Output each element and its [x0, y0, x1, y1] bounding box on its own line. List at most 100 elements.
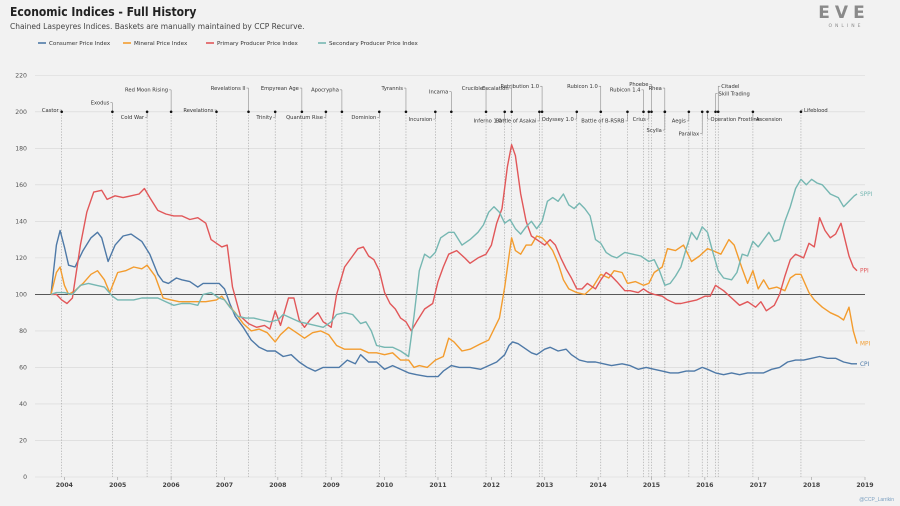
y-tick-label: 160	[15, 182, 27, 189]
event-label: Dominion	[351, 115, 376, 121]
y-tick-label: 180	[15, 145, 27, 152]
x-tick-label: 2015	[643, 482, 660, 489]
event-label: Skill Trading	[719, 91, 750, 97]
event-label: Revelations	[183, 108, 213, 114]
x-tick-label: 2004	[56, 482, 74, 489]
event-dot	[687, 110, 691, 114]
series-end-label: SPPI	[860, 192, 873, 198]
event-dot	[626, 110, 629, 114]
series-line	[50, 235, 858, 369]
x-tick-label: 2016	[696, 482, 713, 489]
event-label: Crucible	[462, 86, 483, 92]
event-label: Retribution 1.0	[500, 84, 539, 90]
event-dot	[340, 110, 344, 114]
event-label: Parallax	[679, 131, 700, 137]
y-tick-label: 40	[19, 401, 27, 408]
event-label: Citadel	[721, 84, 739, 90]
event-label: Battle of Asakai	[496, 119, 537, 125]
event-label: Apocrypha	[311, 88, 339, 94]
y-tick-label: 120	[15, 255, 27, 262]
event-label: Exodus	[91, 100, 110, 106]
event-dot	[145, 110, 149, 114]
event-dot	[215, 110, 218, 114]
x-tick-label: 2014	[590, 482, 608, 489]
event-dot	[434, 110, 437, 114]
event-dot	[510, 110, 513, 114]
event-dot	[751, 110, 755, 114]
event-dot	[169, 110, 173, 114]
event-dot	[450, 110, 453, 114]
event-dot	[247, 110, 250, 114]
event-dot	[60, 110, 63, 114]
legend-label: Consumer Price Index	[49, 41, 111, 47]
chart-title: Economic Indices - Full History	[10, 5, 197, 19]
x-tick-label: 2009	[323, 482, 340, 489]
event-dot	[706, 110, 709, 114]
event-dot	[300, 110, 304, 114]
series-line	[51, 144, 858, 332]
x-tick-label: 2007	[216, 482, 233, 489]
event-label: Ascension	[756, 117, 782, 123]
x-tick-label: 2017	[750, 482, 767, 489]
event-dot	[663, 110, 667, 114]
event-label: Rubicon 1.4	[610, 88, 641, 94]
event-dot	[273, 110, 277, 114]
y-tick-label: 100	[15, 291, 27, 298]
event-dot	[714, 110, 717, 114]
x-tick-label: 2013	[536, 482, 553, 489]
chart-subtitle: Chained Laspeyres Indices. Baskets are m…	[10, 22, 305, 31]
event-dot	[503, 110, 507, 114]
event-dot	[111, 110, 114, 114]
grid-lines	[35, 74, 865, 478]
event-label: Cold War	[121, 115, 145, 121]
event-label: Quantum Rise	[286, 115, 323, 121]
y-tick-label: 140	[15, 218, 27, 225]
legend-label: Secondary Producer Price Index	[329, 41, 418, 47]
event-label: Rhea	[649, 86, 662, 92]
event-dot	[538, 110, 541, 114]
event-label: Castor	[42, 108, 60, 114]
event-dot	[404, 110, 408, 114]
event-dot	[484, 110, 488, 114]
event-dot	[700, 110, 704, 114]
event-label: Odyssey 1.0	[542, 117, 574, 123]
event-label: Inferno 1.0	[473, 119, 501, 125]
series-end-label: PPI	[860, 269, 869, 275]
legend-label: Primary Producer Price Index	[217, 41, 298, 47]
event-label: Incursion	[409, 117, 433, 123]
event-label: Crius	[633, 117, 646, 123]
series-line	[50, 178, 858, 358]
x-tick-label: 2006	[162, 482, 179, 489]
event-label: Empyrean Age	[261, 86, 299, 92]
series-end-label: MPI	[860, 342, 870, 348]
y-tick-label: 200	[15, 109, 27, 116]
y-tick-label: 60	[19, 364, 27, 371]
series-end-label: CPI	[860, 362, 870, 368]
event-label: Battle of B-R5RB	[581, 119, 625, 125]
logo-text: EVE	[818, 3, 869, 23]
event-label: Scylla	[647, 128, 662, 134]
event-label: Rubicon 1.0	[567, 84, 598, 90]
x-tick-label: 2012	[483, 482, 500, 489]
x-tick-label: 2005	[109, 482, 126, 489]
y-tick-label: 0	[23, 474, 27, 481]
y-tick-label: 20	[19, 437, 27, 444]
x-tick-label: 2008	[269, 482, 286, 489]
y-tick-label: 80	[19, 328, 27, 335]
event-label: Operation Frostline	[711, 117, 760, 123]
event-dot	[599, 110, 603, 114]
event-dot	[650, 110, 653, 114]
x-tick-label: 2019	[856, 482, 873, 489]
event-markers: Castor Exodus Cold War Red Moon Rising Revel…	[42, 82, 828, 477]
event-label: Escalation	[482, 86, 509, 92]
event-dot	[799, 110, 803, 114]
event-label: Red Moon Rising	[125, 88, 168, 94]
credit-text: @CCP_Larrikin	[859, 497, 894, 503]
event-label: Trinity	[255, 115, 272, 121]
event-dot	[642, 110, 645, 114]
event-label: Aegis	[672, 119, 686, 125]
x-tick-label: 2011	[429, 482, 446, 489]
event-dot	[324, 110, 328, 114]
event-dot	[540, 110, 544, 114]
